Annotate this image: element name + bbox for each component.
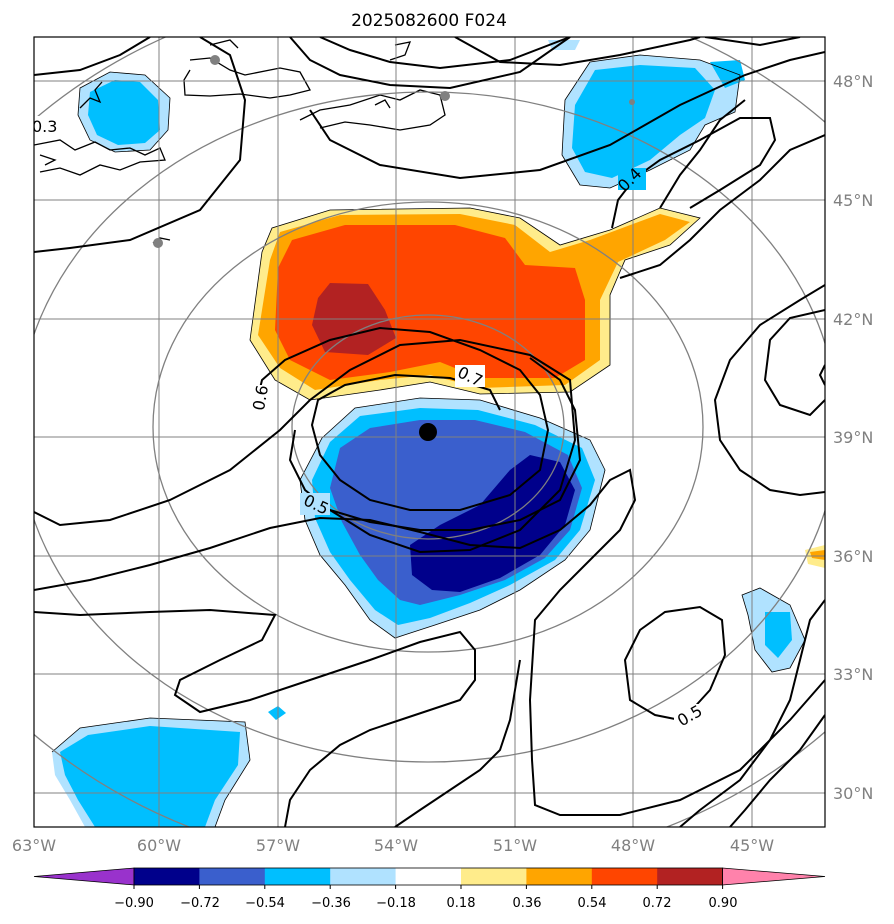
colorbar-tick-label: 0.72 xyxy=(643,896,672,911)
lat-label: 45°N xyxy=(833,191,873,210)
colorbar-frame xyxy=(133,867,723,886)
colorbar-segment xyxy=(395,868,462,885)
lat-label: 42°N xyxy=(833,310,873,329)
colorbar-tick-label: −0.72 xyxy=(180,896,220,911)
lon-label: 63°W xyxy=(12,836,56,855)
colorbar-tick-label: −0.90 xyxy=(114,896,154,911)
lon-label: 60°W xyxy=(137,836,181,855)
contour-label-0.6: 0.6 xyxy=(249,384,272,412)
lat-label: 30°N xyxy=(833,784,873,803)
colorbar-tick-label: −0.54 xyxy=(245,896,285,911)
colorbar xyxy=(33,867,826,889)
lon-label: 54°W xyxy=(374,836,418,855)
colorbar-segment xyxy=(199,868,266,885)
colorbar-segment xyxy=(657,868,724,885)
colorbar-tick-label: 0.90 xyxy=(709,896,738,911)
contour-lines xyxy=(34,37,825,827)
colorbar-segment xyxy=(264,868,331,885)
colorbar-segment xyxy=(330,868,397,885)
lon-label: 45°W xyxy=(730,836,774,855)
lon-label: 57°W xyxy=(256,836,300,855)
station-markers xyxy=(153,55,635,248)
colorbar-tick-label: −0.36 xyxy=(311,896,351,911)
colorbar-tick-label: 0.54 xyxy=(578,896,607,911)
map-frame xyxy=(33,36,826,828)
range-rings xyxy=(34,37,825,827)
lat-label: 48°N xyxy=(833,72,873,91)
colorbar-segment xyxy=(526,868,593,885)
lon-label: 48°W xyxy=(611,836,655,855)
storm-center-marker xyxy=(419,423,437,441)
colorbar-segment xyxy=(461,868,527,885)
colorbar-segment xyxy=(591,868,658,885)
lat-label: 33°N xyxy=(833,665,873,684)
colorbar-extend-min xyxy=(33,867,135,886)
colorbar-extend-max xyxy=(722,867,826,886)
latitude-labels: 48°N 45°N 42°N 39°N 36°N 33°N 30°N xyxy=(833,72,873,803)
longitude-labels: 63°W 60°W 57°W 54°W 51°W 48°W 45°W xyxy=(12,836,774,855)
shaded-field xyxy=(52,40,825,827)
lon-label: 51°W xyxy=(493,836,537,855)
colorbar-tick-label: −0.18 xyxy=(376,896,416,911)
contour-label-0.3: 0.3 xyxy=(32,117,57,136)
colorbar-tick-labels: −0.90 −0.72 −0.54 −0.36 −0.18 0.18 0.36 … xyxy=(114,896,737,911)
lat-label: 39°N xyxy=(833,428,873,447)
map-title: 2025082600 F024 xyxy=(351,11,507,31)
lat-label: 36°N xyxy=(833,547,873,566)
contour-labels: 0.3 0.4 0.6 0.7 0.5 0.5 xyxy=(32,116,706,730)
colorbar-segment xyxy=(134,868,200,885)
colorbar-tick-label: 0.36 xyxy=(513,896,542,911)
colorbar-tick-label: 0.18 xyxy=(447,896,476,911)
map-area: 0.3 0.4 0.6 0.7 0.5 0.5 xyxy=(32,37,825,827)
threshold-outlines xyxy=(51,54,806,827)
